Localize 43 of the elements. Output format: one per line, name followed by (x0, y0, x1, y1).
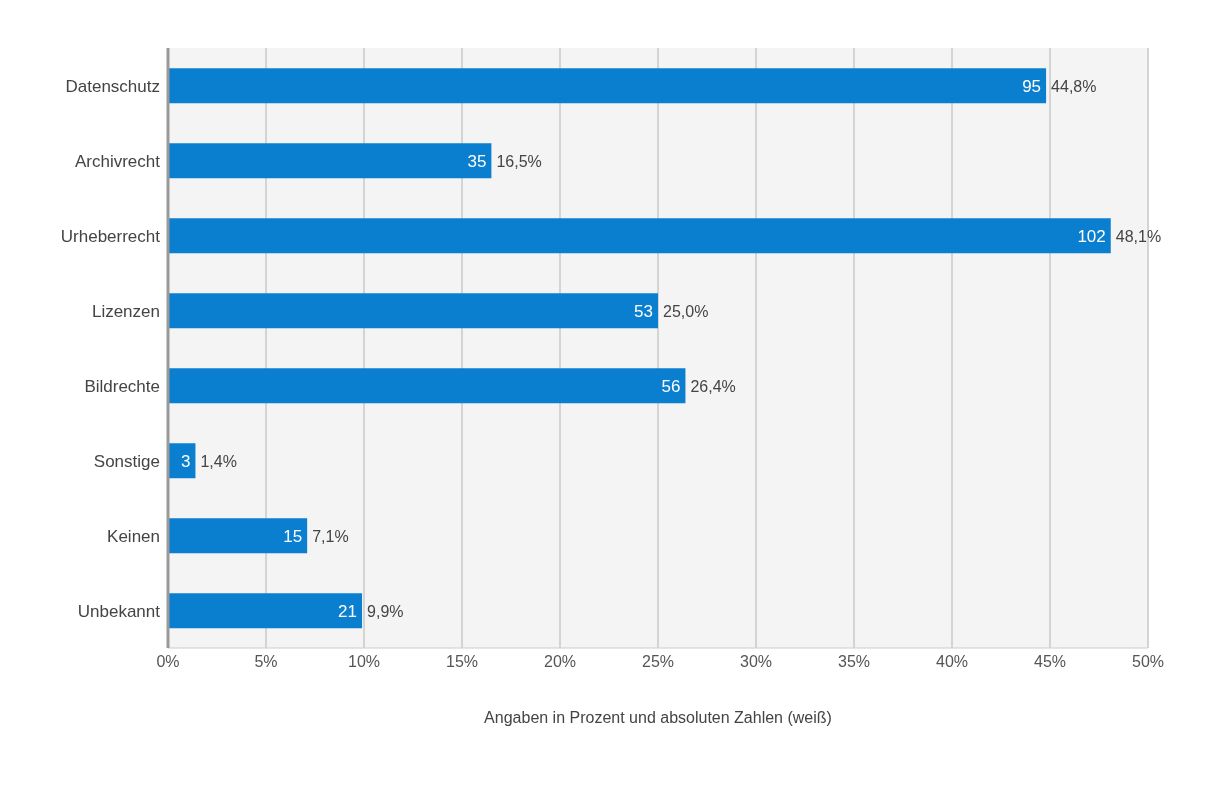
annotation: 21 (338, 601, 358, 621)
data-label: 16,5% (496, 152, 542, 170)
x-tick-label: 40% (935, 653, 969, 671)
annotation: 15 (283, 526, 303, 546)
x-tick-label: 15% (445, 653, 479, 671)
y-tick-label: Urheberrecht (60, 226, 161, 246)
y-tick-label: Datenschutz (65, 76, 160, 96)
bar (168, 218, 1111, 254)
data-label: 25,0% (663, 302, 709, 320)
bar (168, 68, 1047, 104)
bar (168, 293, 658, 329)
data-label: 44,8% (1051, 77, 1097, 95)
x-tick-label: 0% (156, 653, 180, 671)
y-tick-label: Archivrecht (74, 151, 161, 171)
data-label: 48,1% (1115, 227, 1162, 245)
annotation: 3 (180, 451, 191, 471)
x-tick-label: 25% (641, 653, 675, 671)
data-label: 26,4% (690, 377, 736, 395)
annotation: 35 (467, 151, 487, 171)
annotation: 56 (661, 376, 681, 396)
y-tick-label: Lizenzen (91, 301, 160, 321)
bar (168, 593, 363, 629)
x-tick-label: 35% (837, 653, 871, 671)
data-label: 1,4% (200, 452, 237, 470)
annotation: 102 (1077, 226, 1106, 246)
y-tick-label: Unbekannt (77, 601, 161, 621)
x-tick-label: 20% (543, 653, 577, 671)
x-tick-label: 5% (254, 653, 278, 671)
bar (168, 518, 308, 554)
x-tick-label: 50% (1131, 653, 1165, 671)
y-tick-label: Sonstige (93, 451, 160, 471)
x-tick-label: 10% (347, 653, 381, 671)
bar (168, 143, 492, 179)
data-label: 9,9% (367, 602, 404, 620)
y-tick-label: Keinen (107, 526, 160, 546)
x-axis-title: Angaben in Prozent und absoluten Zahlen (weiß) (484, 709, 832, 726)
data-label: 7,1% (312, 527, 349, 545)
x-tick-label: 45% (1033, 653, 1067, 671)
y-tick-label: Bildrechte (84, 376, 160, 396)
annotation: 95 (1022, 76, 1042, 96)
annotation: 53 (634, 301, 653, 321)
x-tick-label: 30% (739, 653, 773, 671)
bar (168, 368, 686, 404)
